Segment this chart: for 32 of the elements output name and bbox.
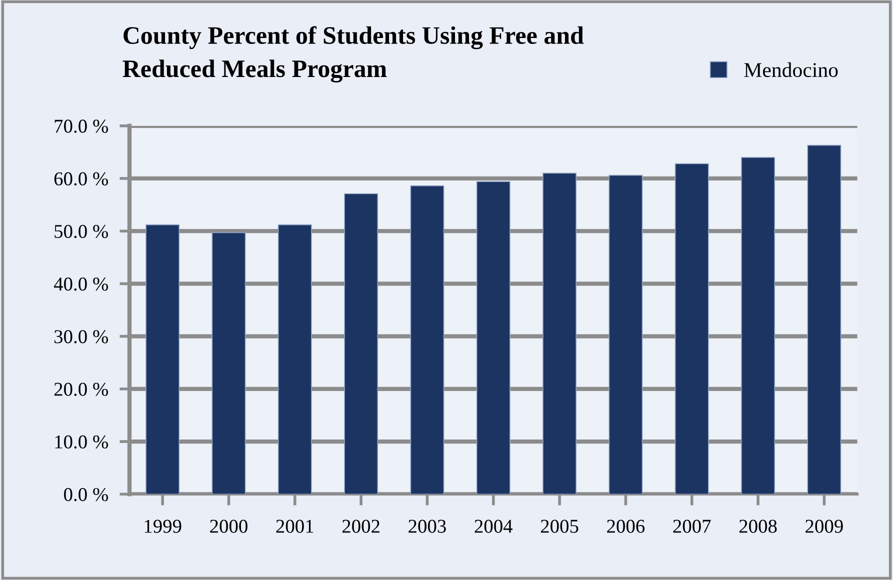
x-tick-label: 2006 [607, 520, 645, 533]
bar [212, 232, 246, 494]
bar [344, 193, 378, 494]
x-tick-label: 2000 [210, 520, 248, 533]
x-tick-label: 2005 [540, 520, 578, 533]
bar [146, 224, 180, 494]
bar [278, 224, 312, 494]
legend-label: Mendocino [744, 62, 838, 78]
x-tick-label: 2007 [673, 520, 711, 533]
bar [807, 144, 842, 494]
x-tick-label: 2009 [806, 520, 843, 533]
y-tick-label: 40.0 % [54, 278, 108, 291]
y-tick-label: 50.0 % [54, 224, 108, 238]
bar [476, 181, 510, 494]
bar [674, 163, 709, 494]
x-tick-label: 2004 [474, 520, 513, 533]
bar [741, 157, 775, 494]
y-tick-label: 60.0 % [54, 172, 108, 186]
bar [608, 174, 643, 494]
chart-title: County Percent of Students Using Free and Reduced Meals Program [122, 26, 584, 82]
y-tick-label: 0.0 % [64, 488, 108, 502]
y-tick-label: 70.0 % [54, 120, 108, 133]
y-tick-label: 20.0 % [54, 382, 108, 396]
x-tick-label: 2003 [408, 520, 446, 533]
y-tick-label: 30.0 % [54, 330, 108, 344]
x-tick-label: 2001 [276, 520, 314, 533]
y-tick-label: 10.0 % [55, 435, 108, 449]
x-tick-label: 2002 [342, 520, 380, 533]
x-tick-label: 1999 [144, 520, 182, 533]
x-tick-label: 2008 [739, 520, 777, 533]
bar [542, 172, 577, 494]
bar [410, 185, 444, 494]
